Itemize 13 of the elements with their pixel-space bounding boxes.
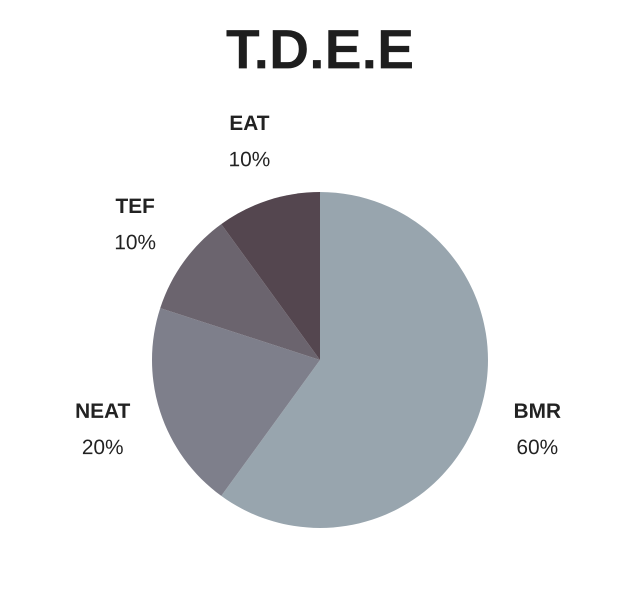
pie-slice [152,308,320,496]
data-label: 10% [230,152,270,166]
pie-slice [221,192,488,528]
slice-label: NEAT [76,404,130,418]
chart-title: T.D.E.E [226,30,412,68]
slice-label: BMR [514,404,561,418]
data-label: 60% [518,440,558,454]
pie-slice [221,192,320,360]
data-label: 10% [116,234,156,250]
slice-label: EAT [230,116,270,130]
slice-label: TEF [116,198,154,213]
pie-slice [160,224,320,360]
data-label: 20% [82,440,123,454]
